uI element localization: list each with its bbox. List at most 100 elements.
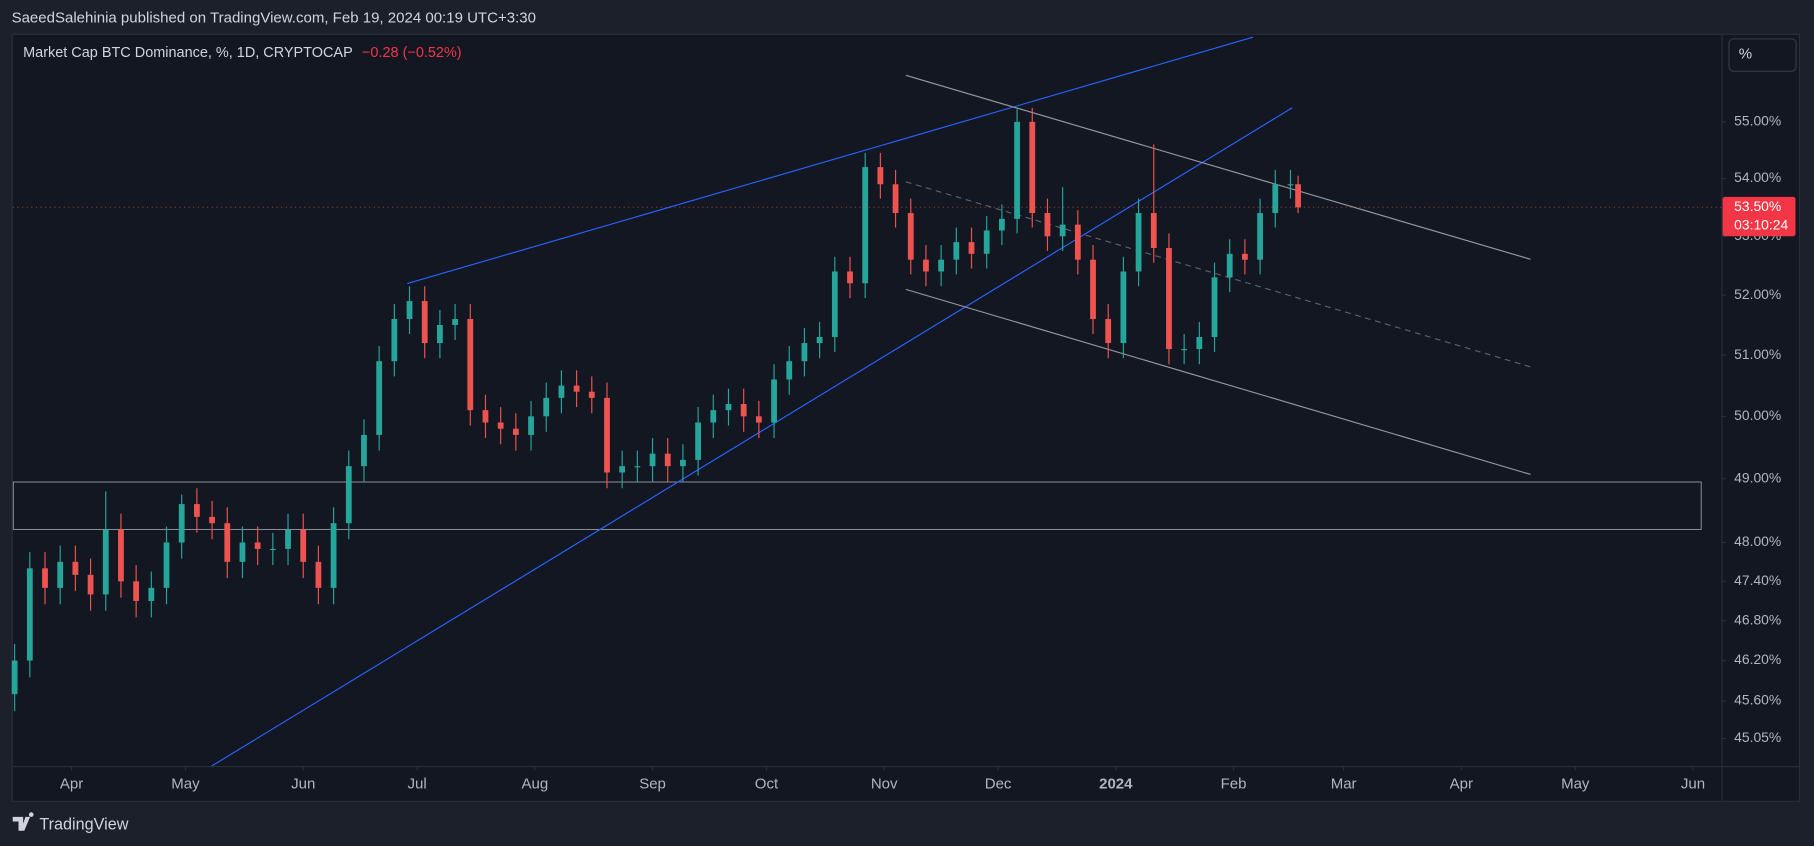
scale-button[interactable] bbox=[1728, 38, 1797, 72]
support-zone bbox=[12, 481, 1702, 530]
candle-body bbox=[619, 466, 626, 473]
candle-body bbox=[862, 167, 869, 284]
candle-body bbox=[953, 242, 960, 260]
candle-body bbox=[1120, 271, 1127, 344]
countdown-label: 03:10:24 bbox=[1734, 216, 1788, 232]
candle-body bbox=[87, 574, 94, 595]
candle-body bbox=[345, 466, 352, 524]
candle-body bbox=[421, 301, 428, 344]
candle-body bbox=[148, 587, 155, 601]
candle-body bbox=[330, 523, 337, 588]
candle-body bbox=[543, 397, 550, 417]
channel-line bbox=[905, 288, 1531, 476]
y-tick-label: 50.00% bbox=[1734, 407, 1781, 423]
candle-body bbox=[1150, 213, 1157, 248]
candle-body bbox=[1295, 184, 1301, 208]
x-tick-label: Apr bbox=[1450, 775, 1473, 792]
x-tick-label: May bbox=[1561, 775, 1590, 792]
candle-body bbox=[634, 466, 641, 468]
change-label: −0.28 (−0.52%) bbox=[362, 45, 462, 61]
candle-body bbox=[588, 391, 595, 398]
candle-body bbox=[892, 184, 899, 214]
y-tick-label: 48.00% bbox=[1734, 533, 1781, 549]
candle-body bbox=[361, 434, 367, 467]
candle-body bbox=[118, 529, 124, 582]
candle-body bbox=[239, 542, 246, 562]
candle-body bbox=[512, 428, 519, 435]
x-tick-label: Apr bbox=[60, 775, 83, 792]
scale-button-label[interactable]: % bbox=[1739, 46, 1752, 63]
candle-body bbox=[1181, 349, 1188, 351]
candle-body bbox=[680, 459, 686, 467]
plot bbox=[11, 107, 1301, 712]
candle-body bbox=[254, 542, 261, 549]
candle-body bbox=[877, 167, 884, 185]
candle-body bbox=[26, 568, 33, 661]
brand-name: TradingView bbox=[39, 815, 128, 833]
candle-body bbox=[725, 403, 732, 411]
candle-body bbox=[72, 561, 79, 575]
trend-line bbox=[407, 36, 1254, 285]
candle-body bbox=[57, 561, 64, 588]
candle-body bbox=[497, 422, 504, 429]
y-tick-label: 51.00% bbox=[1734, 346, 1781, 362]
candle-body bbox=[1272, 184, 1279, 214]
candle-body bbox=[1166, 247, 1172, 350]
candle-body bbox=[1044, 213, 1051, 237]
candle-body bbox=[1014, 121, 1020, 219]
y-tick-label: 52.00% bbox=[1734, 286, 1781, 302]
candle-body bbox=[755, 416, 762, 423]
chart-frame bbox=[11, 33, 1801, 802]
axes: 55.00%54.00%53.00%52.00%51.00%50.00%49.0… bbox=[12, 113, 1796, 792]
candle-body bbox=[771, 379, 777, 423]
candle-body bbox=[558, 385, 565, 398]
candle-body bbox=[406, 301, 413, 320]
candle-body bbox=[1196, 337, 1203, 350]
candle-body bbox=[1242, 253, 1248, 260]
drawings bbox=[12, 36, 1702, 767]
channel-midline bbox=[905, 181, 1531, 368]
brand-logo bbox=[12, 812, 34, 831]
candle-body bbox=[452, 319, 458, 325]
candle-body bbox=[1059, 224, 1066, 237]
candle-body bbox=[1074, 224, 1081, 260]
candle-body bbox=[1029, 121, 1036, 214]
candle-body bbox=[391, 319, 398, 362]
candle-body bbox=[376, 361, 383, 435]
candle-body bbox=[224, 523, 231, 562]
candle-body bbox=[816, 337, 823, 344]
candle-body bbox=[998, 218, 1005, 231]
candle-body bbox=[649, 453, 656, 467]
candle-body bbox=[664, 453, 671, 467]
candle-body bbox=[163, 542, 170, 588]
x-tick-label: 2024 bbox=[1099, 775, 1133, 792]
x-tick-label: Feb bbox=[1221, 775, 1247, 792]
candle-body bbox=[437, 324, 443, 344]
candle-body bbox=[193, 504, 200, 517]
x-tick-label: Aug bbox=[521, 775, 548, 792]
y-tick-label: 49.00% bbox=[1734, 469, 1781, 485]
x-tick-label: Mar bbox=[1331, 775, 1357, 792]
x-tick-label: Nov bbox=[871, 775, 898, 792]
channel-line bbox=[905, 74, 1531, 260]
candle-body bbox=[847, 271, 853, 284]
brand: TradingView bbox=[12, 812, 129, 833]
x-tick-label: Dec bbox=[985, 775, 1012, 792]
y-tick-label: 45.60% bbox=[1734, 692, 1781, 708]
candle-body bbox=[1257, 213, 1263, 260]
candle-body bbox=[102, 529, 109, 595]
y-tick-label: 45.05% bbox=[1734, 729, 1781, 745]
candle-body bbox=[968, 242, 975, 254]
candle-body bbox=[42, 568, 48, 588]
candle-body bbox=[801, 343, 808, 362]
candle-body bbox=[269, 548, 276, 551]
y-tick-label: 47.40% bbox=[1734, 572, 1781, 588]
series-title: Market Cap BTC Dominance, %, 1D, CRYPTOC… bbox=[23, 45, 353, 61]
candle-body bbox=[831, 271, 838, 338]
candle-body bbox=[209, 516, 215, 524]
x-tick-label: May bbox=[171, 775, 200, 792]
candle-body bbox=[11, 660, 18, 695]
candle-body bbox=[710, 410, 717, 423]
